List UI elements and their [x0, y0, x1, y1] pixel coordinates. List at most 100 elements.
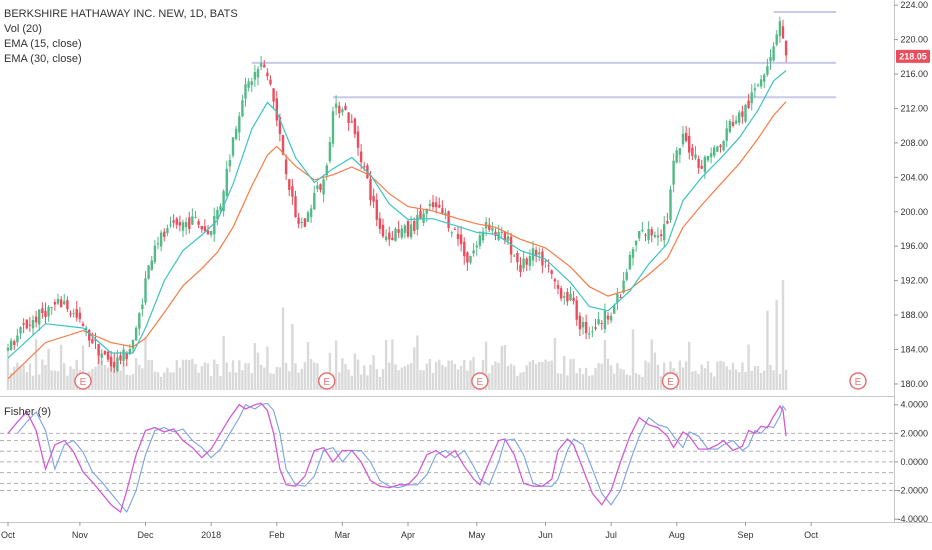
volume-bar [381, 369, 385, 390]
volume-bar [763, 370, 766, 390]
candle-body [313, 193, 316, 210]
candle-body [691, 147, 694, 156]
candle-body [403, 225, 407, 233]
candle-body [466, 252, 469, 263]
volume-bar [197, 372, 200, 390]
candle-body [700, 165, 703, 169]
candle-body [6, 347, 10, 351]
volume-bar [209, 376, 213, 390]
volume-bar [291, 324, 294, 390]
candle-body [534, 250, 538, 256]
volume-bar [163, 372, 166, 390]
candle-body [184, 222, 188, 228]
volume-bar [413, 347, 416, 390]
candle-body [347, 112, 350, 123]
time-axis[interactable]: Oct Nov Dec 2018 Feb Mar Apr May Jun Jul Aug Sep Oct [1, 522, 819, 540]
candle-body [488, 224, 491, 230]
candle-body [472, 250, 475, 254]
volume-bar [153, 371, 157, 390]
candle-body [709, 153, 713, 158]
time-tick-label: May [468, 530, 486, 540]
earnings-label: E [477, 377, 484, 388]
symbol-title[interactable]: BERKSHIRE HATHAWAY INC. NEW, 1D, BATS [4, 8, 238, 20]
volume-bar [538, 362, 541, 390]
candle-body [441, 208, 444, 214]
candle-body [203, 226, 207, 232]
candle-body [772, 46, 775, 61]
candle-body [81, 323, 85, 327]
candle-body [388, 232, 391, 240]
volume-bar [178, 367, 182, 390]
volume-bar [159, 376, 163, 390]
candle-body [381, 224, 385, 237]
candle-body [588, 333, 591, 335]
candle-body [106, 351, 110, 360]
price-axis[interactable]: 180.00 184.00 188.00 192.00 196.00 200.00 204.… [894, 0, 928, 389]
candle-body [784, 40, 788, 56]
candle-body [197, 221, 200, 225]
candle-body [419, 210, 422, 219]
candle-body [22, 323, 25, 325]
candle-body [372, 195, 375, 202]
candle-body [681, 133, 685, 145]
candle-body [706, 156, 710, 161]
candle-body [613, 305, 616, 314]
volume-bar [631, 329, 635, 390]
candle-body [59, 299, 63, 308]
candle-body [103, 350, 107, 355]
volume-bar [275, 367, 278, 390]
candle-body [178, 222, 182, 226]
candle-body [75, 309, 78, 318]
volume-bar [434, 361, 438, 390]
volume-bar [272, 373, 275, 390]
volume-bar [134, 358, 138, 390]
fisher-legend[interactable]: Fisher (9) [4, 406, 52, 418]
candle-body [181, 222, 185, 231]
fisher-axis[interactable]: 4.0000 2.0000 0.0000 -2.0000 -4.0000 [894, 400, 928, 524]
candle-body [194, 216, 197, 218]
volume-legend[interactable]: Vol (20) [4, 23, 42, 35]
volume-bar [425, 363, 428, 390]
volume-bar [603, 340, 607, 390]
volume-bar [525, 365, 528, 390]
volume-bar [247, 363, 250, 390]
ema-15-legend[interactable]: EMA (15, close) [4, 38, 82, 50]
candle-body [581, 322, 585, 328]
volume-bar [344, 364, 347, 390]
candle-body [722, 141, 725, 151]
fisher-tick-label: 4.0000 [900, 400, 928, 410]
candle-body [394, 228, 397, 242]
volume-bar [450, 360, 453, 390]
candle-body [334, 103, 338, 108]
volume-bar [19, 366, 22, 390]
candle-body [91, 339, 94, 344]
volume-bar [94, 366, 97, 390]
volume-bar [781, 280, 785, 390]
time-tick-label: Feb [269, 530, 285, 540]
volume-bar [294, 363, 297, 390]
candle-body [425, 208, 428, 214]
fisher-tick-label: -2.0000 [897, 486, 928, 496]
candle-body [34, 316, 38, 323]
candle-body [141, 304, 144, 309]
candle-body [575, 300, 578, 320]
candle-body [28, 324, 32, 326]
candle-body [172, 220, 175, 223]
volume-bar [588, 375, 591, 390]
volume-bar [734, 369, 738, 390]
volume-bar [544, 359, 547, 390]
candle-body [50, 307, 53, 308]
candle-body [116, 357, 119, 371]
fisher-line [7, 402, 787, 514]
candle-body [31, 320, 35, 329]
candle-body [766, 66, 769, 75]
volume-bar [384, 339, 388, 390]
ema-30-legend[interactable]: EMA (30, close) [4, 53, 82, 65]
earnings-label: E [667, 377, 674, 388]
candle-body [309, 208, 313, 218]
candle-body [447, 211, 450, 228]
volume-bar [366, 375, 369, 390]
candle-body [47, 306, 50, 317]
